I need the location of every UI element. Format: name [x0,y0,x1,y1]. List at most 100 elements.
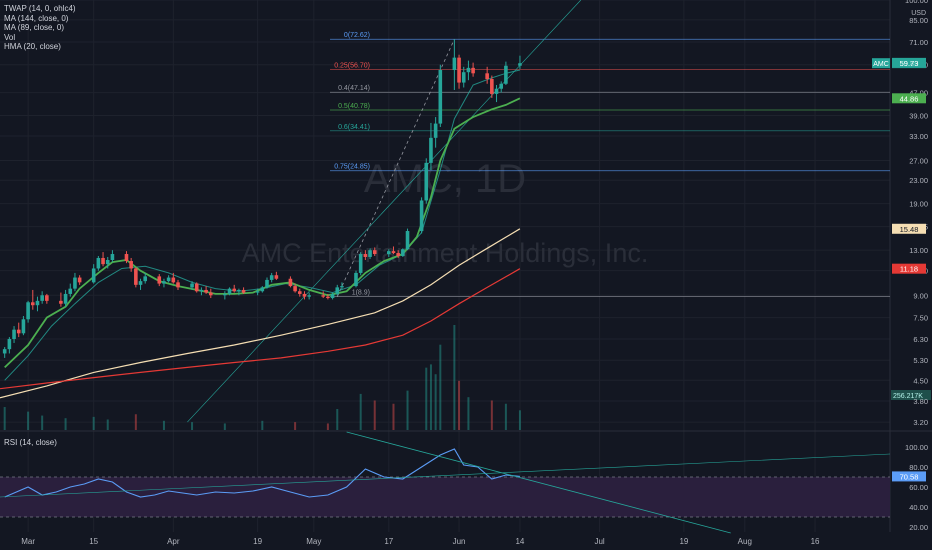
volume-bar [429,364,432,430]
rsi-trendline-up [0,453,891,498]
candle-body [518,63,522,66]
price-tick-label: 6.30 [913,335,928,344]
rsi-trendline-down [346,431,731,534]
candle-body [452,57,457,71]
rsi-tick-label: 80.00 [909,463,928,472]
hma-line [4,97,521,369]
volume-bar [134,414,137,430]
candle-body [391,251,396,254]
candle-body [499,83,504,89]
legend-hma[interactable]: HMA (20, close) [4,42,61,51]
candle-body [176,282,180,288]
volume-bar [41,415,44,430]
time-tick-label: 15 [89,537,98,546]
volume-bar [191,422,194,430]
candle-body [368,250,372,257]
candle-body [293,286,297,292]
candle-body [241,289,246,293]
legend-ma144[interactable]: MA (144, close, 0) [4,13,69,23]
candle-body [326,296,330,299]
fib-level-label: 0(72.62) [344,32,370,39]
candle-body [302,293,307,297]
volume-bar [518,410,521,430]
price-tick-label: 4.50 [913,376,928,385]
candle-body [105,260,110,265]
volume-value-box [891,390,931,400]
time-tick-label: May [306,537,321,546]
candle-body [255,291,260,293]
time-axis[interactable]: Mar 15 Apr 19 May 17 Jun 14 Jul 19 Aug 16 [21,537,820,546]
candle-body [110,254,115,261]
candle-body [40,295,44,301]
price-tick-label: 27.00 [909,157,928,166]
price-tick-label: 5.30 [913,356,928,365]
candle-body [68,288,73,294]
candle-body [438,70,443,124]
price-tick-label: 33.00 [909,132,928,141]
rsi-tick-label: 60.00 [909,483,928,492]
candle-body [363,254,368,257]
price-axis[interactable]: 100.0085.0071.0059.0047.0039.0033.0027.0… [872,0,928,427]
candle-body [223,293,227,296]
candle-body [204,289,208,293]
time-tick-label: 19 [679,537,688,546]
fib-level-label: 1(8.9) [352,290,370,297]
candle-body [171,277,176,283]
price-tick-label: 71.00 [909,38,928,47]
candle-body [471,67,475,74]
time-tick-label: Jun [453,537,466,546]
candle-body [490,79,494,94]
volume-bar [294,422,297,430]
price-label-text: 59.73 [900,59,919,68]
candle-body [274,275,279,279]
legend-ma89[interactable]: MA (89, close, 0) [4,23,65,32]
candle-body [45,295,49,301]
candle-body [424,162,429,201]
candle-body [269,275,274,280]
candle-body [340,286,344,288]
price-tick-label: 13.00 [909,246,928,255]
candle-body [429,137,433,163]
time-tick-label: Mar [21,537,35,546]
candle-body [227,288,232,294]
price-tick-label: 23.00 [909,176,928,185]
currency-label: USD [911,10,926,17]
candle-body [335,287,340,294]
watermark-symbol: AMC, 1D [364,157,526,201]
price-tick-label: 3.80 [913,397,928,406]
price-tick-label: 19.00 [909,200,928,209]
candle-body [386,251,391,255]
candlesticks [2,39,522,358]
candle-body [16,329,21,334]
volume-bar [336,409,339,430]
volume-bar [162,420,165,430]
volume-bar [3,407,6,430]
rsi-value-label: 70.58 [900,472,919,481]
fib-anchor-line [336,39,455,297]
candle-body [461,72,466,83]
volume-bar [439,344,442,430]
candle-body [2,349,7,354]
time-tick-label: Apr [167,537,180,546]
volume-bar [106,419,109,430]
candle-body [419,200,424,232]
candle-body [260,287,265,292]
fib-level-label: 0.25(56.70) [334,63,370,70]
price-label-text: 15.48 [900,225,919,234]
volume-bar [359,393,362,430]
price-label-box [892,263,926,274]
candle-body [21,319,26,334]
candle-body [124,254,129,262]
volume-bar [92,416,95,430]
trend-line [187,0,582,423]
volume-bar [434,374,437,430]
price-tick-label: 7.50 [913,314,928,323]
legend-vol[interactable]: Vol [4,32,16,42]
rsi-legend[interactable]: RSI (14, close) [4,438,57,447]
candle-body [63,293,68,304]
legend-twap[interactable]: TWAP (14, 0, ohlc4) [4,4,76,13]
time-tick-label: 16 [811,537,820,546]
volume-bar [326,423,329,430]
candle-body [307,295,311,297]
